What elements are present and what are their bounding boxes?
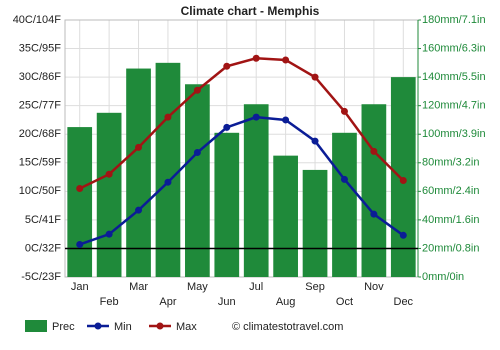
legend-swatch [94,322,102,330]
bar [302,169,328,277]
x-tick-label: May [187,281,208,293]
y2-tick-label: 60mm/2.4in [422,185,479,197]
bar [243,104,269,277]
y-tick-label: 35C/95F [19,42,61,54]
point [164,113,172,121]
legend-label: Min [114,321,132,333]
line [79,57,405,190]
point [399,176,407,184]
y2-tick-label: 20mm/0.8in [422,242,479,254]
y-tick-label: -5C/23F [21,271,61,283]
x-tick-label: Nov [364,281,384,293]
bar [185,84,210,277]
point [252,113,260,121]
y-tick-label: 0C/32F [25,242,61,254]
y2-tick-label: 180mm/7.1in [422,14,486,26]
y-tick-label: 20C/68F [19,128,61,140]
y2-tick-label: 0mm/0in [422,271,464,283]
point [252,54,260,62]
legend-label: Max [176,321,197,333]
bar [126,68,151,278]
y-tick-label: 15C/59F [19,157,61,169]
point [193,148,201,156]
point [340,107,348,115]
y2-tick-label: 120mm/4.7in [422,100,486,112]
chart-title: Climate chart - Memphis [181,4,320,18]
y2-tick-label: 140mm/5.5in [422,71,486,83]
y2-tick-label: 100mm/3.9in [422,128,486,140]
line [79,115,405,246]
bar [332,132,357,277]
x-tick-label: Jan [71,281,89,293]
point [223,123,231,131]
x-tick-label: Aug [276,296,296,308]
point [223,62,231,70]
point [193,86,201,94]
point [164,178,172,186]
x-tick-label: Feb [100,296,119,308]
y2-tick-label: 160mm/6.3in [422,42,486,54]
y2-tick-label: 40mm/1.6in [422,214,479,226]
watermark: © climatestotravel.com [232,321,343,333]
point [105,230,113,238]
point [282,116,290,124]
x-tick-label: Oct [336,296,353,308]
point [340,175,348,183]
y-tick-label: 30C/86F [19,71,61,83]
legend-swatch [156,322,164,330]
legend-swatch [25,320,47,332]
y-tick-label: 10C/50F [19,185,61,197]
point [135,206,143,214]
x-tick-label: Sep [305,281,325,293]
point [370,210,378,218]
y2-tick-label: 80mm/3.2in [422,157,479,169]
point [282,56,290,64]
x-tick-label: Jun [218,296,236,308]
y-tick-label: 40C/104F [13,14,62,26]
point [135,143,143,151]
point [76,184,84,192]
x-tick-label: Dec [394,296,414,308]
bar [361,104,387,277]
x-tick-label: Apr [159,296,176,308]
point [370,147,378,155]
point [105,170,113,178]
marks [65,54,418,278]
point [311,73,319,81]
point [311,137,319,145]
x-tick-label: Mar [129,281,148,293]
y-tick-label: 25C/77F [19,100,61,112]
bar [214,132,240,277]
bar [67,127,93,277]
bar [273,155,298,277]
legend-label: Prec [52,321,75,333]
point [76,240,84,248]
point [399,231,407,239]
y-tick-label: 5C/41F [25,214,61,226]
bar [96,112,122,277]
x-tick-label: Jul [249,281,263,293]
bar [155,62,181,278]
